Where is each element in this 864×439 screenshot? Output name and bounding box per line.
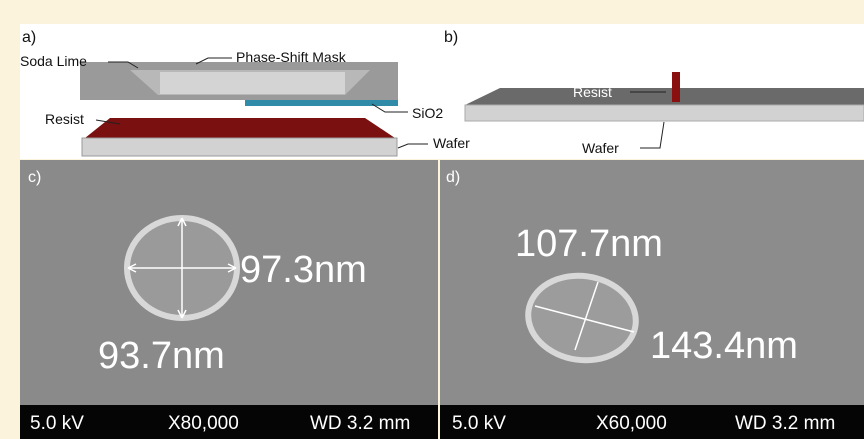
footer-text: X80,000 [168,413,239,434]
measurement: 143.4nm [650,325,798,367]
annotation: SiO2 [412,105,443,121]
footer-text: WD 3.2 mm [310,413,410,434]
mask-window [160,72,345,94]
footer-text: WD 3.2 mm [735,413,835,434]
measurement: 93.7nm [98,335,225,377]
annotation: Resist [45,111,84,127]
annotation: Phase-Shift Mask [236,49,347,65]
sem-image [440,160,864,405]
figure: a) Soda Lime Phase-Shift Mask SiO2 Resis… [0,0,864,439]
wafer [82,138,397,156]
resist-line [672,72,680,102]
annotation: Wafer [433,135,470,151]
panel-label: b) [444,29,458,46]
panel-label: a) [22,29,36,46]
wafer [465,105,864,121]
panel-label: d) [446,169,460,186]
measurement: 107.7nm [515,223,663,265]
annotation: Soda Lime [20,53,87,69]
sio2-layer [245,100,398,106]
footer-text: X60,000 [596,413,667,434]
page: a) Soda Lime Phase-Shift Mask SiO2 Resis… [0,0,864,439]
measurement: 97.3nm [240,249,367,291]
panel-label: c) [28,169,41,186]
annotation: Wafer [582,140,619,156]
footer-text: 5.0 kV [452,413,506,434]
resist-layer [85,118,395,138]
resist-slab [465,88,864,105]
annotation: Resist [573,84,612,100]
footer-text: 5.0 kV [30,413,84,434]
